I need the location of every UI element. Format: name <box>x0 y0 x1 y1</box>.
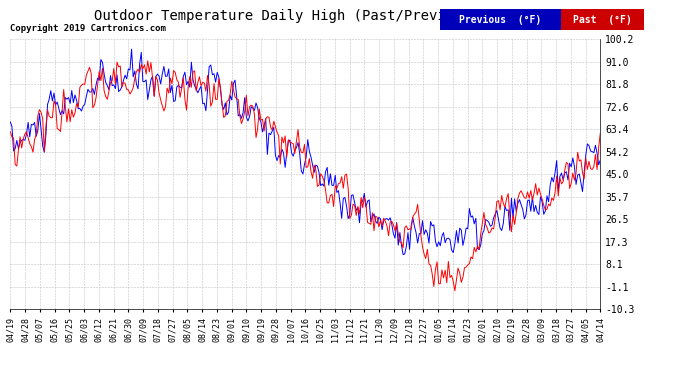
Text: Outdoor Temperature Daily High (Past/Previous Year) 20190419: Outdoor Temperature Daily High (Past/Pre… <box>94 9 596 23</box>
Text: Past  (°F): Past (°F) <box>573 15 632 25</box>
Text: Previous  (°F): Previous (°F) <box>460 15 542 25</box>
Text: Copyright 2019 Cartronics.com: Copyright 2019 Cartronics.com <box>10 24 166 33</box>
